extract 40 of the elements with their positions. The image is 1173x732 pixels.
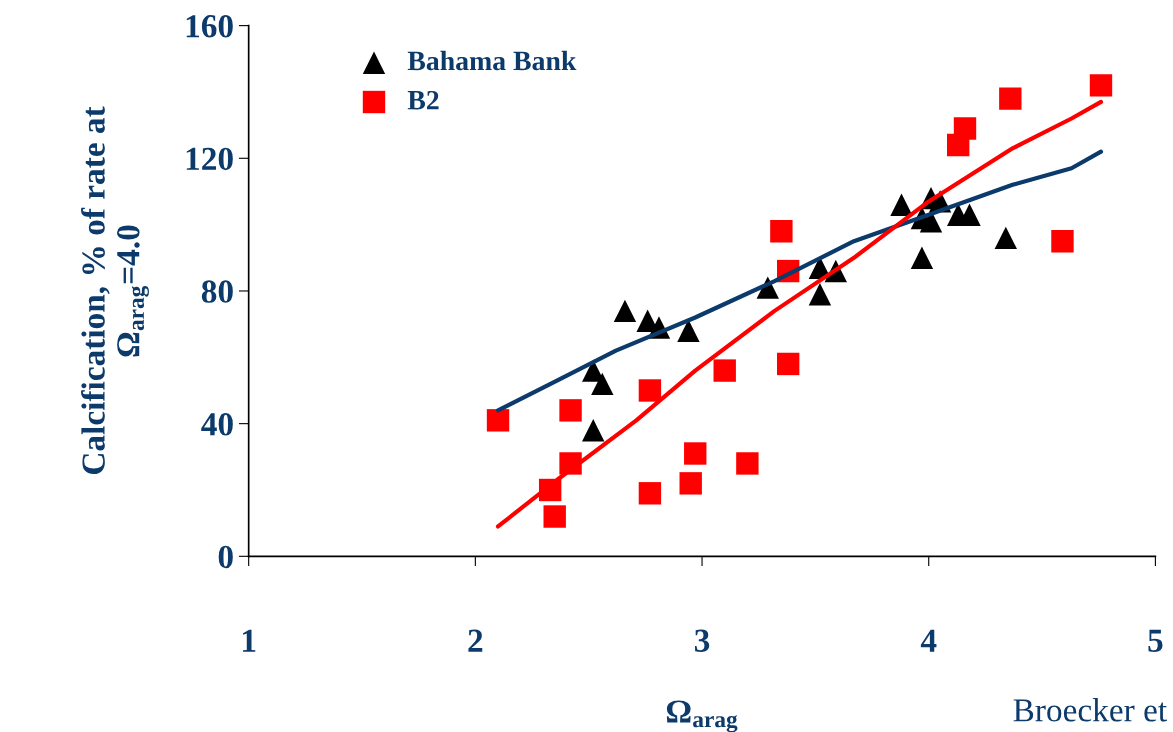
point	[1051, 230, 1074, 253]
point	[776, 352, 800, 376]
y-tick-label: 80	[201, 280, 233, 303]
point	[890, 193, 913, 216]
x-tick-label: 5	[1148, 629, 1163, 652]
point	[679, 472, 702, 495]
legend-label: Bahama Bank	[407, 50, 577, 71]
point	[591, 372, 614, 396]
point	[953, 117, 977, 140]
point	[486, 409, 510, 432]
x-tick-label: 2	[468, 629, 483, 652]
legend-label: B2	[407, 90, 439, 110]
y-tick-label: 0	[218, 545, 233, 569]
point	[677, 319, 700, 342]
x-tick-label: 4	[920, 629, 937, 652]
point	[684, 442, 707, 465]
point	[919, 210, 943, 233]
x-tick-label: 3	[694, 629, 710, 652]
point	[999, 87, 1022, 110]
point	[713, 359, 736, 382]
y-tick-label: 160	[186, 15, 233, 38]
text: Broecker et	[1013, 698, 1167, 722]
y-tick-label: 120	[186, 147, 233, 171]
point	[613, 299, 637, 323]
point	[559, 399, 582, 422]
x-axis-title: Ω$_{arag}$	[666, 700, 738, 732]
point	[736, 452, 759, 475]
point	[808, 283, 832, 306]
point	[1089, 74, 1113, 97]
line-series	[495, 99, 1104, 529]
x-tick-label: 1	[243, 629, 256, 652]
point	[638, 482, 662, 505]
y-axis-title: Calcification, % of rate at Ω$_{arag}$=4.0	[81, 106, 149, 475]
y-tick-label: 40	[201, 413, 233, 436]
point	[994, 226, 1017, 250]
point	[543, 505, 566, 528]
point	[582, 419, 605, 442]
point	[770, 220, 793, 243]
point	[638, 379, 662, 402]
point	[910, 246, 934, 269]
